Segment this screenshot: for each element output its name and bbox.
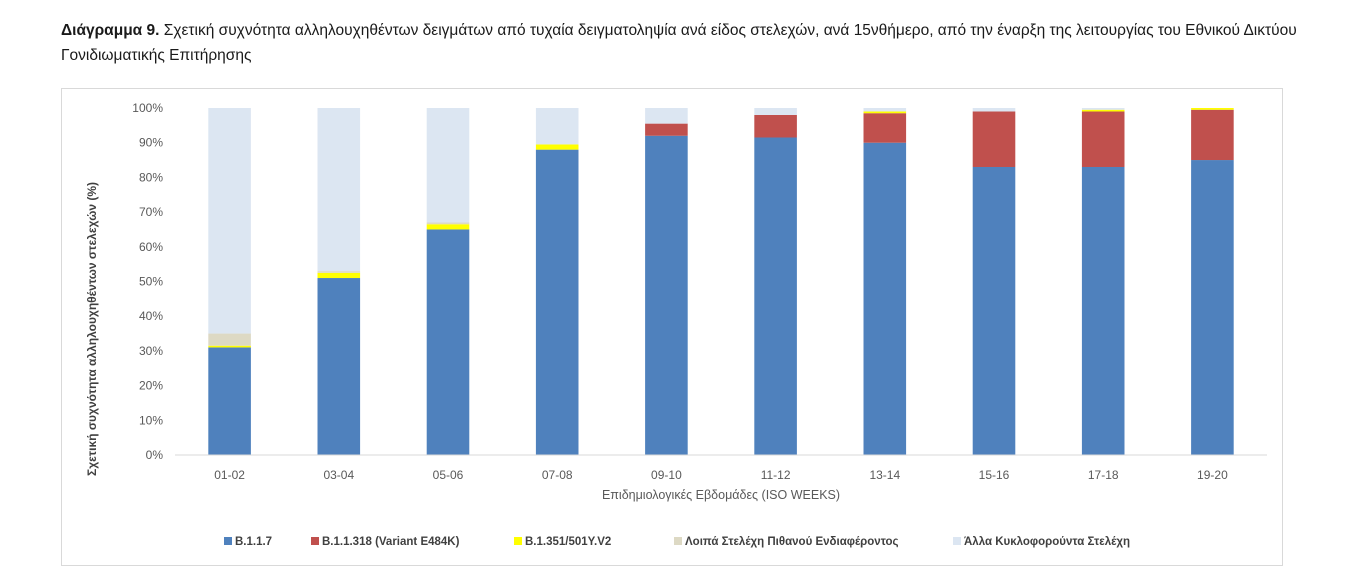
legend-label: Λοιπά Στελέχη Πιθανού Ενδιαφέροντος bbox=[685, 536, 899, 548]
bar-segment bbox=[754, 108, 797, 115]
bar-segment bbox=[863, 113, 907, 143]
chart-frame: 0% 10% 20% 30% 40% 50% 60% 70% 80% 90% 100% 01-02 0… bbox=[61, 88, 1283, 566]
bar-segment bbox=[645, 123, 688, 136]
figure-caption: Διάγραμμα 9. Σχετική συχνότητα αλληλουχη… bbox=[61, 18, 1311, 68]
y-tick-label: 30% bbox=[139, 344, 163, 358]
bar-segment bbox=[1191, 109, 1234, 161]
bar-segment bbox=[208, 108, 251, 334]
legend-swatch bbox=[674, 537, 682, 545]
bar-segment bbox=[426, 229, 470, 455]
x-tick-label: 09-10 bbox=[651, 468, 682, 482]
bar-segment bbox=[645, 108, 688, 124]
bar-segment bbox=[208, 333, 251, 346]
bar-segment bbox=[317, 278, 361, 455]
x-tick-label: 19-20 bbox=[1197, 468, 1228, 482]
y-tick-label: 100% bbox=[132, 101, 163, 115]
caption-label: Διάγραμμα 9. bbox=[61, 22, 160, 39]
legend-swatch bbox=[311, 537, 319, 545]
bar-segment bbox=[972, 166, 1016, 455]
bar-segment bbox=[754, 114, 797, 138]
x-tick-label: 17-18 bbox=[1088, 468, 1119, 482]
legend-label: B.1.1.7 bbox=[235, 536, 272, 548]
y-tick-label: 70% bbox=[139, 205, 163, 219]
bar-segment bbox=[426, 108, 470, 223]
legend-swatch bbox=[224, 537, 232, 545]
bar-segment bbox=[317, 272, 361, 279]
bar-segment bbox=[426, 224, 470, 230]
legend-label: Άλλα Κυκλοφορούντα Στελέχη bbox=[964, 536, 1130, 548]
y-axis-ticks: 0% 10% 20% 30% 40% 50% 60% 70% 80% 90% 100% bbox=[132, 101, 163, 462]
y-tick-label: 20% bbox=[139, 379, 163, 393]
bar-segment bbox=[426, 222, 470, 225]
y-tick-label: 0% bbox=[146, 448, 164, 462]
x-axis-label: Επιδημιολογικές Εβδομάδες (ISO WEEKS) bbox=[602, 488, 840, 502]
x-tick-label: 03-04 bbox=[323, 468, 354, 482]
x-tick-label: 15-16 bbox=[979, 468, 1010, 482]
bar-segment bbox=[863, 142, 907, 455]
caption-text: Σχετική συχνότητα αλληλουχηθέντων δειγμά… bbox=[61, 22, 1297, 64]
bar-segment bbox=[863, 111, 907, 114]
bar-segment bbox=[1081, 111, 1125, 167]
x-tick-label: 07-08 bbox=[542, 468, 573, 482]
bar-segment bbox=[1081, 109, 1125, 112]
y-tick-label: 50% bbox=[139, 275, 163, 289]
bar-segment bbox=[535, 108, 579, 145]
bar-segment bbox=[208, 345, 251, 348]
x-axis-ticks: 01-02 03-04 05-06 07-08 09-10 11-12 13-14 15-16… bbox=[214, 468, 1228, 482]
bar-segment bbox=[208, 347, 251, 455]
bar-segment bbox=[1081, 108, 1125, 110]
x-tick-label: 05-06 bbox=[433, 468, 464, 482]
x-tick-label: 13-14 bbox=[869, 468, 900, 482]
y-axis-label: Σχετική συχνότητα αλληλουχηθέντων στελεχ… bbox=[85, 182, 99, 476]
y-tick-label: 80% bbox=[139, 170, 163, 184]
y-tick-label: 40% bbox=[139, 309, 163, 323]
x-tick-label: 01-02 bbox=[214, 468, 245, 482]
bar-segment bbox=[1191, 108, 1234, 110]
y-tick-label: 10% bbox=[139, 413, 163, 427]
legend-swatch bbox=[953, 537, 961, 545]
y-tick-label: 90% bbox=[139, 136, 163, 150]
legend-label: B.1.351/501Y.V2 bbox=[525, 536, 611, 548]
bar-segment bbox=[754, 137, 797, 455]
bar-segment bbox=[645, 135, 688, 455]
stacked-bar-chart: 0%10%20%30%40%50%60%70%80%90%100% 01-02 0… bbox=[85, 101, 1267, 548]
bar-segment bbox=[317, 108, 361, 272]
bar-segment bbox=[535, 144, 579, 150]
y-tick-label: 60% bbox=[139, 240, 163, 254]
x-tick-label: 11-12 bbox=[761, 468, 791, 482]
bars bbox=[208, 108, 1234, 456]
bar-segment bbox=[972, 108, 1016, 112]
legend-label: B.1.1.318 (Variant E484K) bbox=[322, 536, 460, 548]
bar-segment bbox=[1081, 166, 1125, 455]
bar-segment bbox=[1191, 160, 1234, 456]
bar-segment bbox=[317, 271, 361, 273]
bar-segment bbox=[972, 111, 1016, 167]
legend: B.1.1.7 B.1.1.318 (Variant E484K) B.1.351/… bbox=[224, 536, 1130, 548]
legend-swatch bbox=[514, 537, 522, 545]
bar-segment bbox=[863, 108, 907, 112]
bar-segment bbox=[535, 149, 579, 455]
